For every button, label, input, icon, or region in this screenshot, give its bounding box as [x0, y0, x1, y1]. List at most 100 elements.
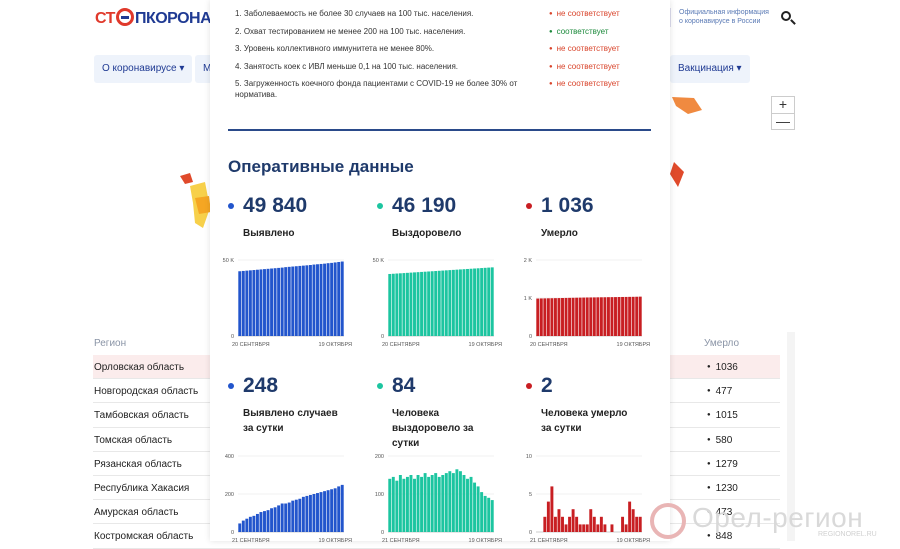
bar[interactable] — [270, 508, 274, 532]
bar[interactable] — [430, 475, 434, 532]
bar[interactable] — [416, 272, 420, 336]
bar[interactable] — [409, 272, 413, 336]
bar[interactable] — [624, 296, 628, 336]
bar[interactable] — [308, 494, 312, 532]
bar[interactable] — [287, 502, 291, 532]
site-logo[interactable]: СТ ПКОРОНАВИ — [95, 8, 234, 27]
bar[interactable] — [599, 297, 603, 336]
bar[interactable] — [490, 500, 494, 532]
bar[interactable] — [280, 267, 284, 336]
bar[interactable] — [395, 273, 399, 336]
bar[interactable] — [553, 298, 557, 336]
bar[interactable] — [420, 476, 424, 532]
bar[interactable] — [469, 476, 473, 532]
bar[interactable] — [575, 516, 579, 532]
search-icon[interactable] — [780, 10, 798, 28]
bar[interactable] — [473, 482, 477, 532]
bar[interactable] — [582, 524, 586, 532]
bar[interactable] — [575, 297, 579, 336]
bar[interactable] — [259, 512, 263, 532]
bar[interactable] — [568, 516, 572, 532]
bar[interactable] — [337, 486, 341, 532]
bar[interactable] — [546, 298, 550, 336]
bar[interactable] — [448, 270, 452, 336]
bar[interactable] — [621, 516, 625, 532]
bar[interactable] — [430, 271, 434, 336]
bar[interactable] — [284, 267, 288, 336]
bar[interactable] — [631, 509, 635, 532]
bar[interactable] — [413, 478, 416, 532]
bar[interactable] — [599, 516, 603, 532]
bar[interactable] — [312, 264, 316, 336]
bar[interactable] — [553, 516, 557, 532]
bar[interactable] — [255, 513, 259, 532]
bar[interactable] — [245, 270, 249, 336]
bar[interactable] — [245, 518, 249, 532]
bar[interactable] — [423, 271, 427, 336]
table-header-died[interactable]: Умерло — [704, 338, 740, 349]
bar[interactable] — [621, 296, 625, 336]
zoom-out-button[interactable]: — — [772, 113, 794, 129]
bar[interactable] — [473, 268, 477, 336]
bar[interactable] — [603, 297, 607, 336]
bar[interactable] — [241, 270, 245, 336]
bar[interactable] — [480, 268, 484, 336]
bar[interactable] — [395, 480, 399, 532]
bar[interactable] — [617, 297, 621, 336]
bar[interactable] — [589, 509, 593, 532]
bar[interactable] — [638, 296, 642, 336]
bar[interactable] — [238, 523, 242, 532]
bar[interactable] — [561, 516, 564, 532]
bar[interactable] — [614, 297, 617, 336]
bar[interactable] — [455, 269, 459, 336]
bar[interactable] — [437, 270, 441, 336]
bar[interactable] — [316, 493, 319, 532]
bar[interactable] — [391, 273, 395, 336]
bar[interactable] — [398, 475, 402, 532]
bar[interactable] — [596, 524, 600, 532]
bar[interactable] — [592, 516, 596, 532]
bar[interactable] — [252, 515, 256, 532]
bar[interactable] — [287, 266, 291, 336]
bar[interactable] — [270, 268, 274, 336]
bar[interactable] — [437, 476, 441, 532]
bar[interactable] — [451, 269, 455, 336]
bar[interactable] — [582, 297, 586, 336]
bar[interactable] — [291, 266, 295, 336]
bar[interactable] — [462, 475, 466, 532]
table-header-region[interactable]: Регион — [94, 338, 127, 349]
bar[interactable] — [305, 495, 309, 532]
bar[interactable] — [638, 516, 642, 532]
bar[interactable] — [458, 269, 462, 336]
table-scrollbar[interactable] — [787, 332, 795, 541]
bar[interactable] — [557, 509, 561, 532]
bar[interactable] — [476, 486, 480, 532]
bar[interactable] — [259, 269, 263, 336]
bar[interactable] — [294, 499, 298, 532]
bar[interactable] — [333, 262, 337, 336]
bar[interactable] — [330, 262, 334, 336]
bar[interactable] — [294, 266, 298, 336]
bar[interactable] — [284, 503, 288, 533]
nav-vaccination[interactable]: Вакцинация ▾ — [670, 55, 750, 83]
bar[interactable] — [255, 269, 259, 336]
bar[interactable] — [585, 297, 589, 336]
bar[interactable] — [564, 524, 568, 532]
bar[interactable] — [483, 495, 487, 532]
bar[interactable] — [592, 297, 596, 336]
bar[interactable] — [405, 476, 409, 532]
bar[interactable] — [280, 503, 284, 533]
bar[interactable] — [635, 516, 639, 532]
bar[interactable] — [266, 268, 270, 336]
bar[interactable] — [448, 471, 452, 532]
bar[interactable] — [480, 492, 484, 532]
bar[interactable] — [628, 501, 632, 532]
bar[interactable] — [539, 298, 543, 336]
bar[interactable] — [610, 524, 614, 532]
bar[interactable] — [458, 471, 462, 532]
bar[interactable] — [263, 511, 266, 532]
bar[interactable] — [462, 269, 466, 336]
bar[interactable] — [487, 497, 491, 532]
bar[interactable] — [466, 268, 469, 336]
bar[interactable] — [409, 475, 413, 532]
